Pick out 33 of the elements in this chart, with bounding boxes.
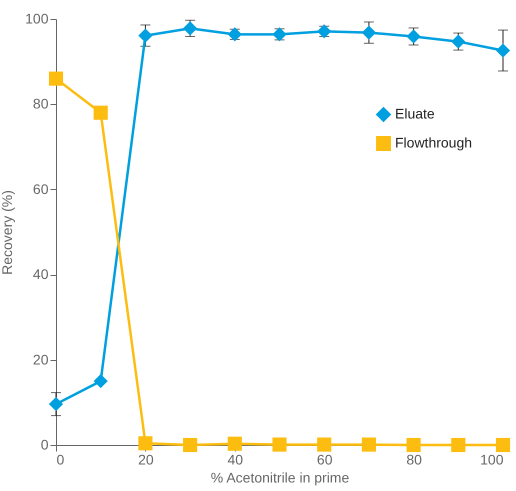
y-tick-label: 60 (32, 180, 49, 197)
point (451, 438, 466, 452)
x-tick-label: 20 (138, 452, 154, 468)
point (48, 397, 64, 412)
legend-label: Eluate (395, 106, 435, 122)
point (138, 28, 152, 43)
legend-label: Flowthrough (395, 134, 472, 150)
point (317, 438, 332, 452)
x-tick-label: 40 (228, 452, 244, 468)
point (94, 106, 108, 120)
x-axis-title: % Acetonitrile in prime (210, 470, 350, 486)
y-tick-label: 20 (32, 351, 49, 368)
point (272, 27, 287, 42)
y-tick-label: 0 (40, 436, 49, 452)
point (272, 438, 287, 452)
point (94, 374, 108, 388)
y-tick-label: 40 (32, 266, 49, 282)
y-axis-title: Recovery (%) (0, 190, 16, 275)
point (183, 438, 198, 452)
point (496, 438, 510, 452)
x-tick-label: 100 (480, 452, 504, 468)
point (406, 438, 421, 452)
x-tick-label: 0 (56, 452, 64, 468)
y-tick-label: 80 (32, 96, 49, 112)
x-tick-label: 60 (316, 452, 333, 468)
point (362, 26, 376, 40)
point (138, 436, 152, 450)
point (48, 72, 64, 86)
y-tick-label: 100 (25, 10, 49, 26)
point (496, 43, 510, 58)
x-tick-label: 80 (406, 452, 422, 468)
point (228, 436, 242, 451)
point (362, 438, 376, 452)
